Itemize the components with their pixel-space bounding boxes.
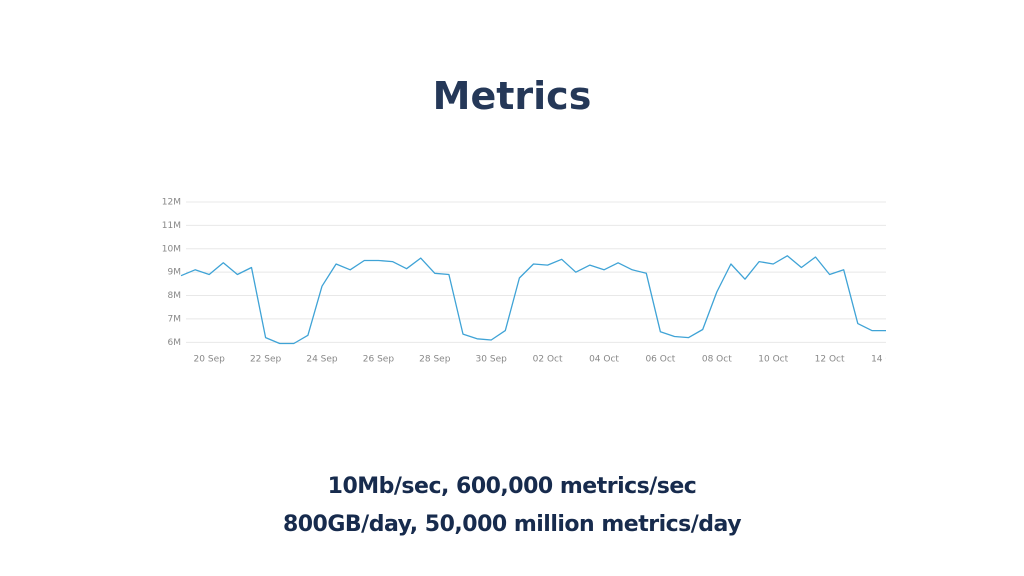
- x-tick-label: 04 Oct: [589, 355, 619, 365]
- x-tick-label: 24 Sep: [306, 355, 338, 365]
- y-tick-label: 8M: [168, 291, 182, 301]
- y-tick-label: 10M: [162, 244, 181, 254]
- x-tick-label: 12 Oct: [815, 355, 845, 365]
- x-tick-label: 10 Oct: [758, 355, 788, 365]
- y-tick-label: 7M: [168, 314, 182, 324]
- x-tick-label: 26 Sep: [363, 355, 395, 365]
- plot: 6M 7M 8M 9M 10M 11M 12M 20 Sep 22 Sep 24 Sep 26 Se…: [162, 198, 901, 365]
- x-tick-label: 02 Oct: [533, 355, 563, 365]
- y-tick-label: 6M: [168, 338, 182, 348]
- stat-line: 800GB/day, 50,000 million metrics/day: [282, 512, 742, 537]
- x-tick-label: 08 Oct: [702, 355, 732, 365]
- x-tick-label: 30 Sep: [476, 355, 508, 365]
- x-tick-label: 06 Oct: [645, 355, 675, 365]
- x-tick-label: 14 Oct: [871, 355, 901, 365]
- slide-title: Metrics: [432, 74, 592, 118]
- y-tick-label: 12M: [162, 198, 181, 208]
- data-line: [180, 255, 886, 345]
- y-tick-label: 9M: [168, 268, 182, 278]
- x-tick-label: 22 Sep: [250, 355, 282, 365]
- stat-line: 10Mb/sec, 600,000 metrics/sec: [327, 474, 697, 499]
- y-tick-label: 11M: [162, 221, 181, 231]
- x-tick-label: 20 Sep: [194, 355, 226, 365]
- x-tick-label: 28 Sep: [419, 355, 451, 365]
